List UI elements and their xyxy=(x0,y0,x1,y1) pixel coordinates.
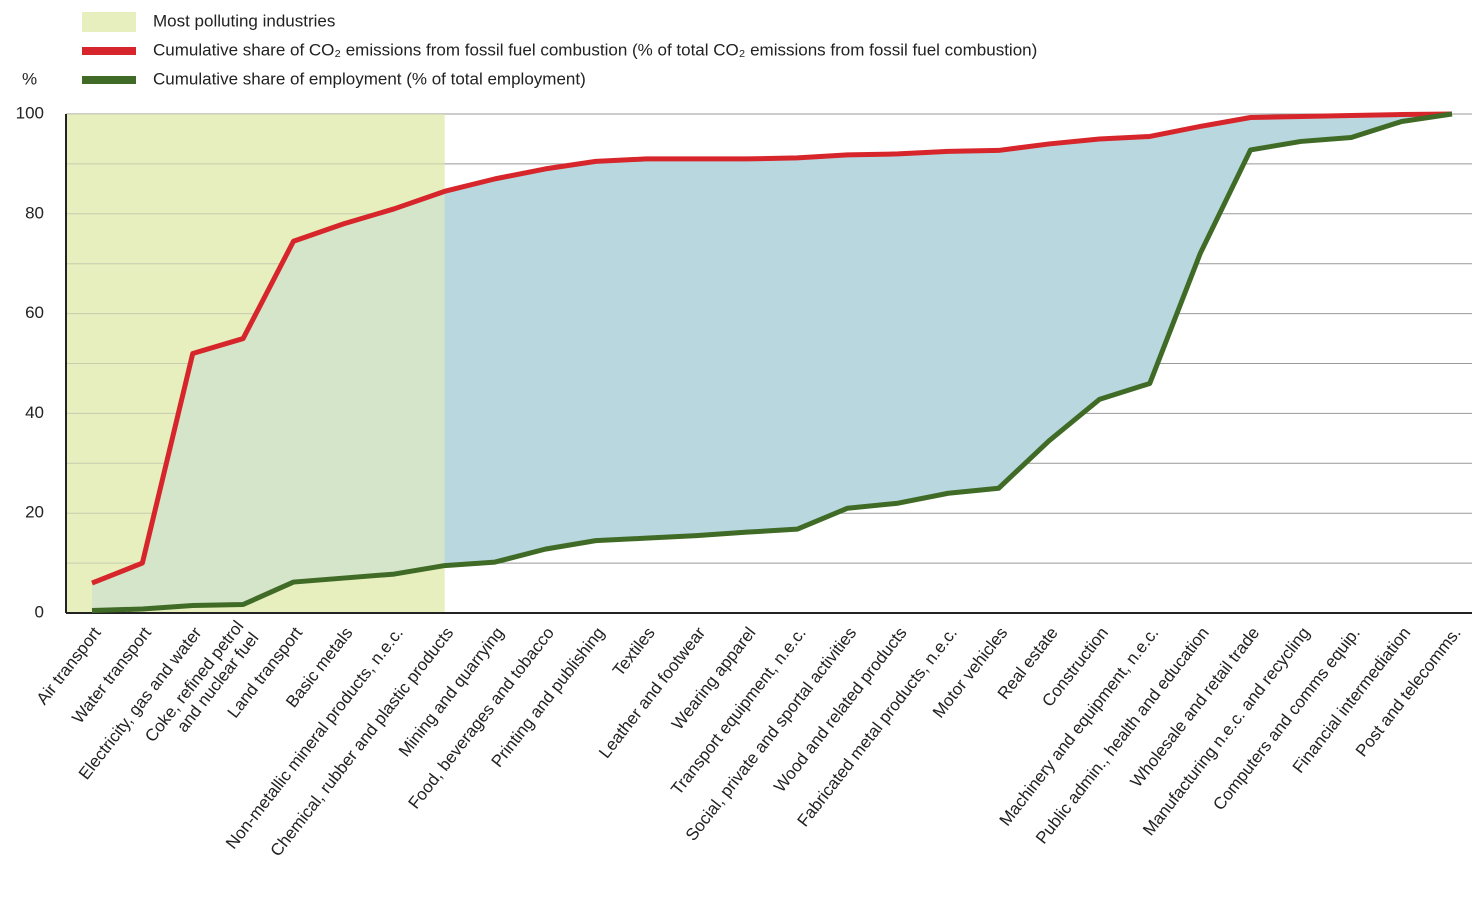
y-tick-label: 40 xyxy=(25,403,44,422)
legend-swatch xyxy=(82,12,136,32)
y-tick-label: 60 xyxy=(25,303,44,322)
highlight-overlay xyxy=(66,114,445,613)
legend-label: Cumulative share of employment (% of tot… xyxy=(153,69,586,88)
legend-label: Most polluting industries xyxy=(153,11,335,30)
y-tick-label: 80 xyxy=(25,203,44,222)
series-line xyxy=(91,111,1453,614)
y-tick-label: 20 xyxy=(25,503,44,522)
legend-swatch xyxy=(82,76,136,84)
legend-swatch xyxy=(82,47,136,55)
y-tick-label: 100 xyxy=(16,103,44,122)
y-tick-label: 0 xyxy=(35,602,44,621)
series-line xyxy=(91,111,1453,586)
x-tick-label: Chemical, rubber and plastic products xyxy=(267,624,458,861)
x-tick-label: Textiles xyxy=(609,624,659,680)
y-axis-label: % xyxy=(22,69,37,88)
legend-label: Cumulative share of CO₂ emissions from f… xyxy=(153,40,1037,59)
